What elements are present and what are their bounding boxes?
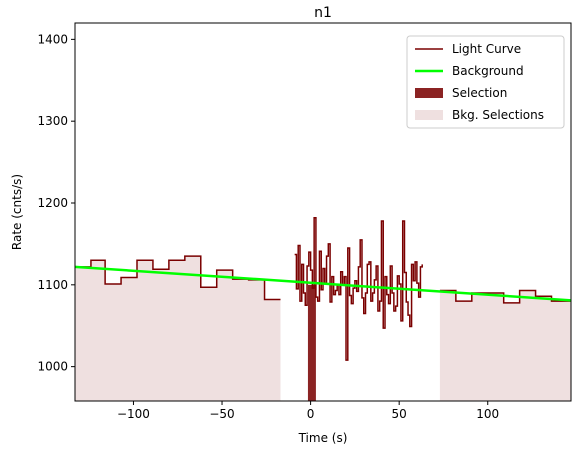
y-tick-label: 1200 [37, 196, 68, 210]
y-axis-label: Rate (cnts/s) [10, 174, 24, 250]
light-curve-fine [294, 216, 423, 361]
x-tick-label: 0 [307, 407, 315, 421]
bkg-selection-left [75, 256, 281, 401]
x-tick-label: 50 [392, 407, 407, 421]
legend-label-background: Background [452, 64, 524, 78]
x-axis-ticks: −100 −50 0 50 100 [117, 401, 499, 421]
bkg-selection-band-0 [75, 23, 280, 401]
legend-box [406, 35, 565, 129]
x-tick-label: −50 [209, 407, 234, 421]
x-axis-label: Time (s) [298, 431, 348, 445]
chart-title: n1 [314, 5, 332, 21]
bkg-selection-right [439, 290, 571, 401]
bkg-selection-regions [75, 23, 571, 401]
x-tick-label: 100 [476, 407, 499, 421]
legend: Light Curve Background Selection Bkg. Selec… [406, 35, 565, 129]
y-tick-label: 1400 [37, 32, 68, 46]
y-tick-label: 1000 [37, 360, 68, 374]
legend-label-bkg_selection: Bkg. Selections [452, 108, 544, 122]
selection-bar [307, 284, 316, 401]
light-curve-right [439, 289, 571, 304]
x-tick-label: −100 [117, 407, 150, 421]
background-fit-line [74, 265, 572, 302]
legend-swatch-bkg_selection [415, 110, 443, 120]
selection-region [307, 284, 316, 401]
legend-swatch-selection [415, 88, 443, 98]
legend-label-selection: Selection [452, 86, 507, 100]
y-axis-ticks: 1000 1100 1200 1300 1400 [37, 32, 75, 374]
background-fit-series [74, 265, 572, 302]
legend-label-light_curve: Light Curve [452, 42, 521, 56]
axes-frame [74, 22, 572, 402]
y-tick-label: 1300 [37, 114, 68, 128]
y-tick-label: 1100 [37, 278, 68, 292]
